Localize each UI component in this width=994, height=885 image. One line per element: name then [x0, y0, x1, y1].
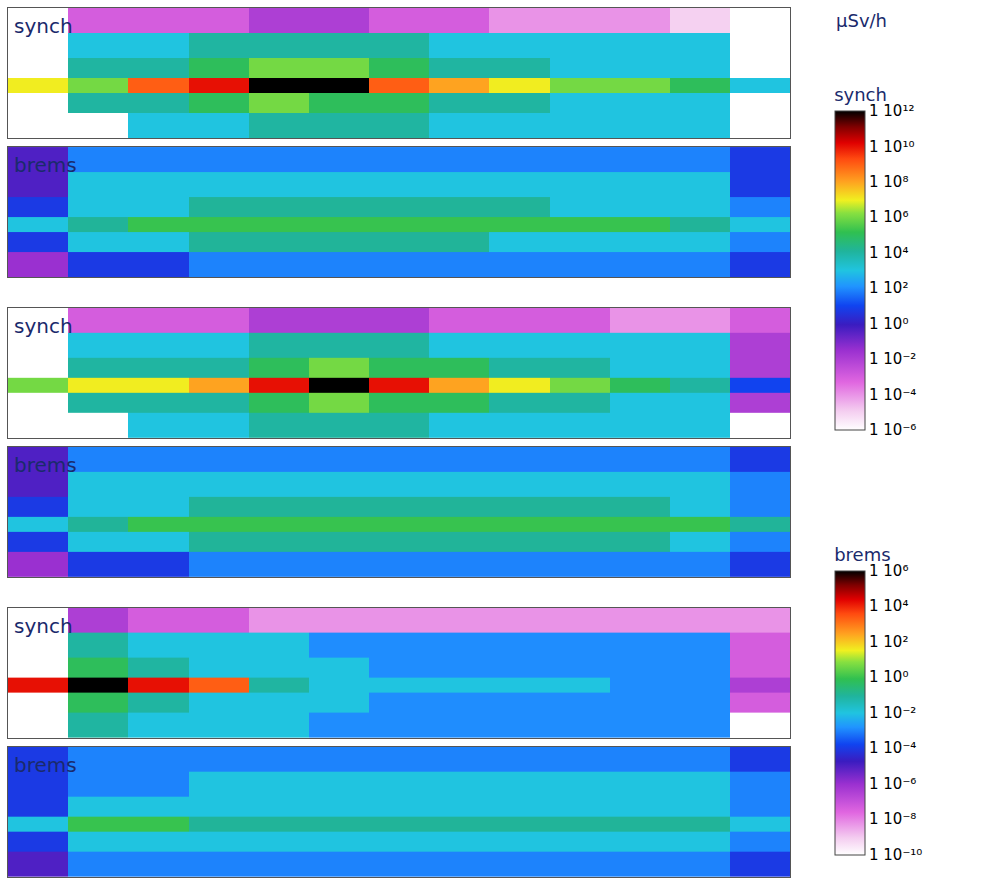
svg-text:μSv/h: μSv/h	[836, 10, 887, 31]
svg-text:synch: synch	[14, 14, 73, 38]
svg-text:1 10⁰: 1 10⁰	[869, 315, 908, 333]
svg-text:1 10⁻¹⁰: 1 10⁻¹⁰	[869, 846, 922, 864]
svg-text:1 10⁻⁶: 1 10⁻⁶	[869, 775, 916, 793]
svg-text:1 10⁻⁴: 1 10⁻⁴	[869, 386, 916, 404]
svg-text:brems: brems	[14, 753, 77, 777]
svg-text:synch: synch	[14, 614, 73, 638]
svg-text:1 10⁶: 1 10⁶	[869, 562, 908, 580]
svg-text:1 10²: 1 10²	[869, 279, 908, 297]
svg-text:brems: brems	[834, 544, 890, 565]
svg-text:1 10¹²: 1 10¹²	[869, 102, 914, 120]
svg-text:1 10⁻⁴: 1 10⁻⁴	[869, 739, 916, 757]
svg-text:1 10⁻²: 1 10⁻²	[869, 350, 916, 368]
svg-text:1 10²: 1 10²	[869, 633, 908, 651]
svg-text:1 10¹⁰: 1 10¹⁰	[869, 138, 914, 156]
svg-text:1 10⁻⁸: 1 10⁻⁸	[869, 810, 916, 828]
svg-text:1 10⁻²: 1 10⁻²	[869, 704, 916, 722]
svg-text:1 10⁶: 1 10⁶	[869, 208, 908, 226]
svg-text:1 10⁰: 1 10⁰	[869, 668, 908, 686]
svg-text:1 10⁴: 1 10⁴	[869, 244, 908, 262]
svg-text:1 10⁸: 1 10⁸	[869, 173, 908, 191]
svg-text:synch: synch	[834, 84, 887, 105]
svg-text:brems: brems	[14, 453, 77, 477]
svg-text:brems: brems	[14, 153, 77, 177]
svg-text:1 10⁻⁶: 1 10⁻⁶	[869, 421, 916, 439]
svg-text:1 10⁴: 1 10⁴	[869, 597, 908, 615]
svg-text:synch: synch	[14, 314, 73, 338]
